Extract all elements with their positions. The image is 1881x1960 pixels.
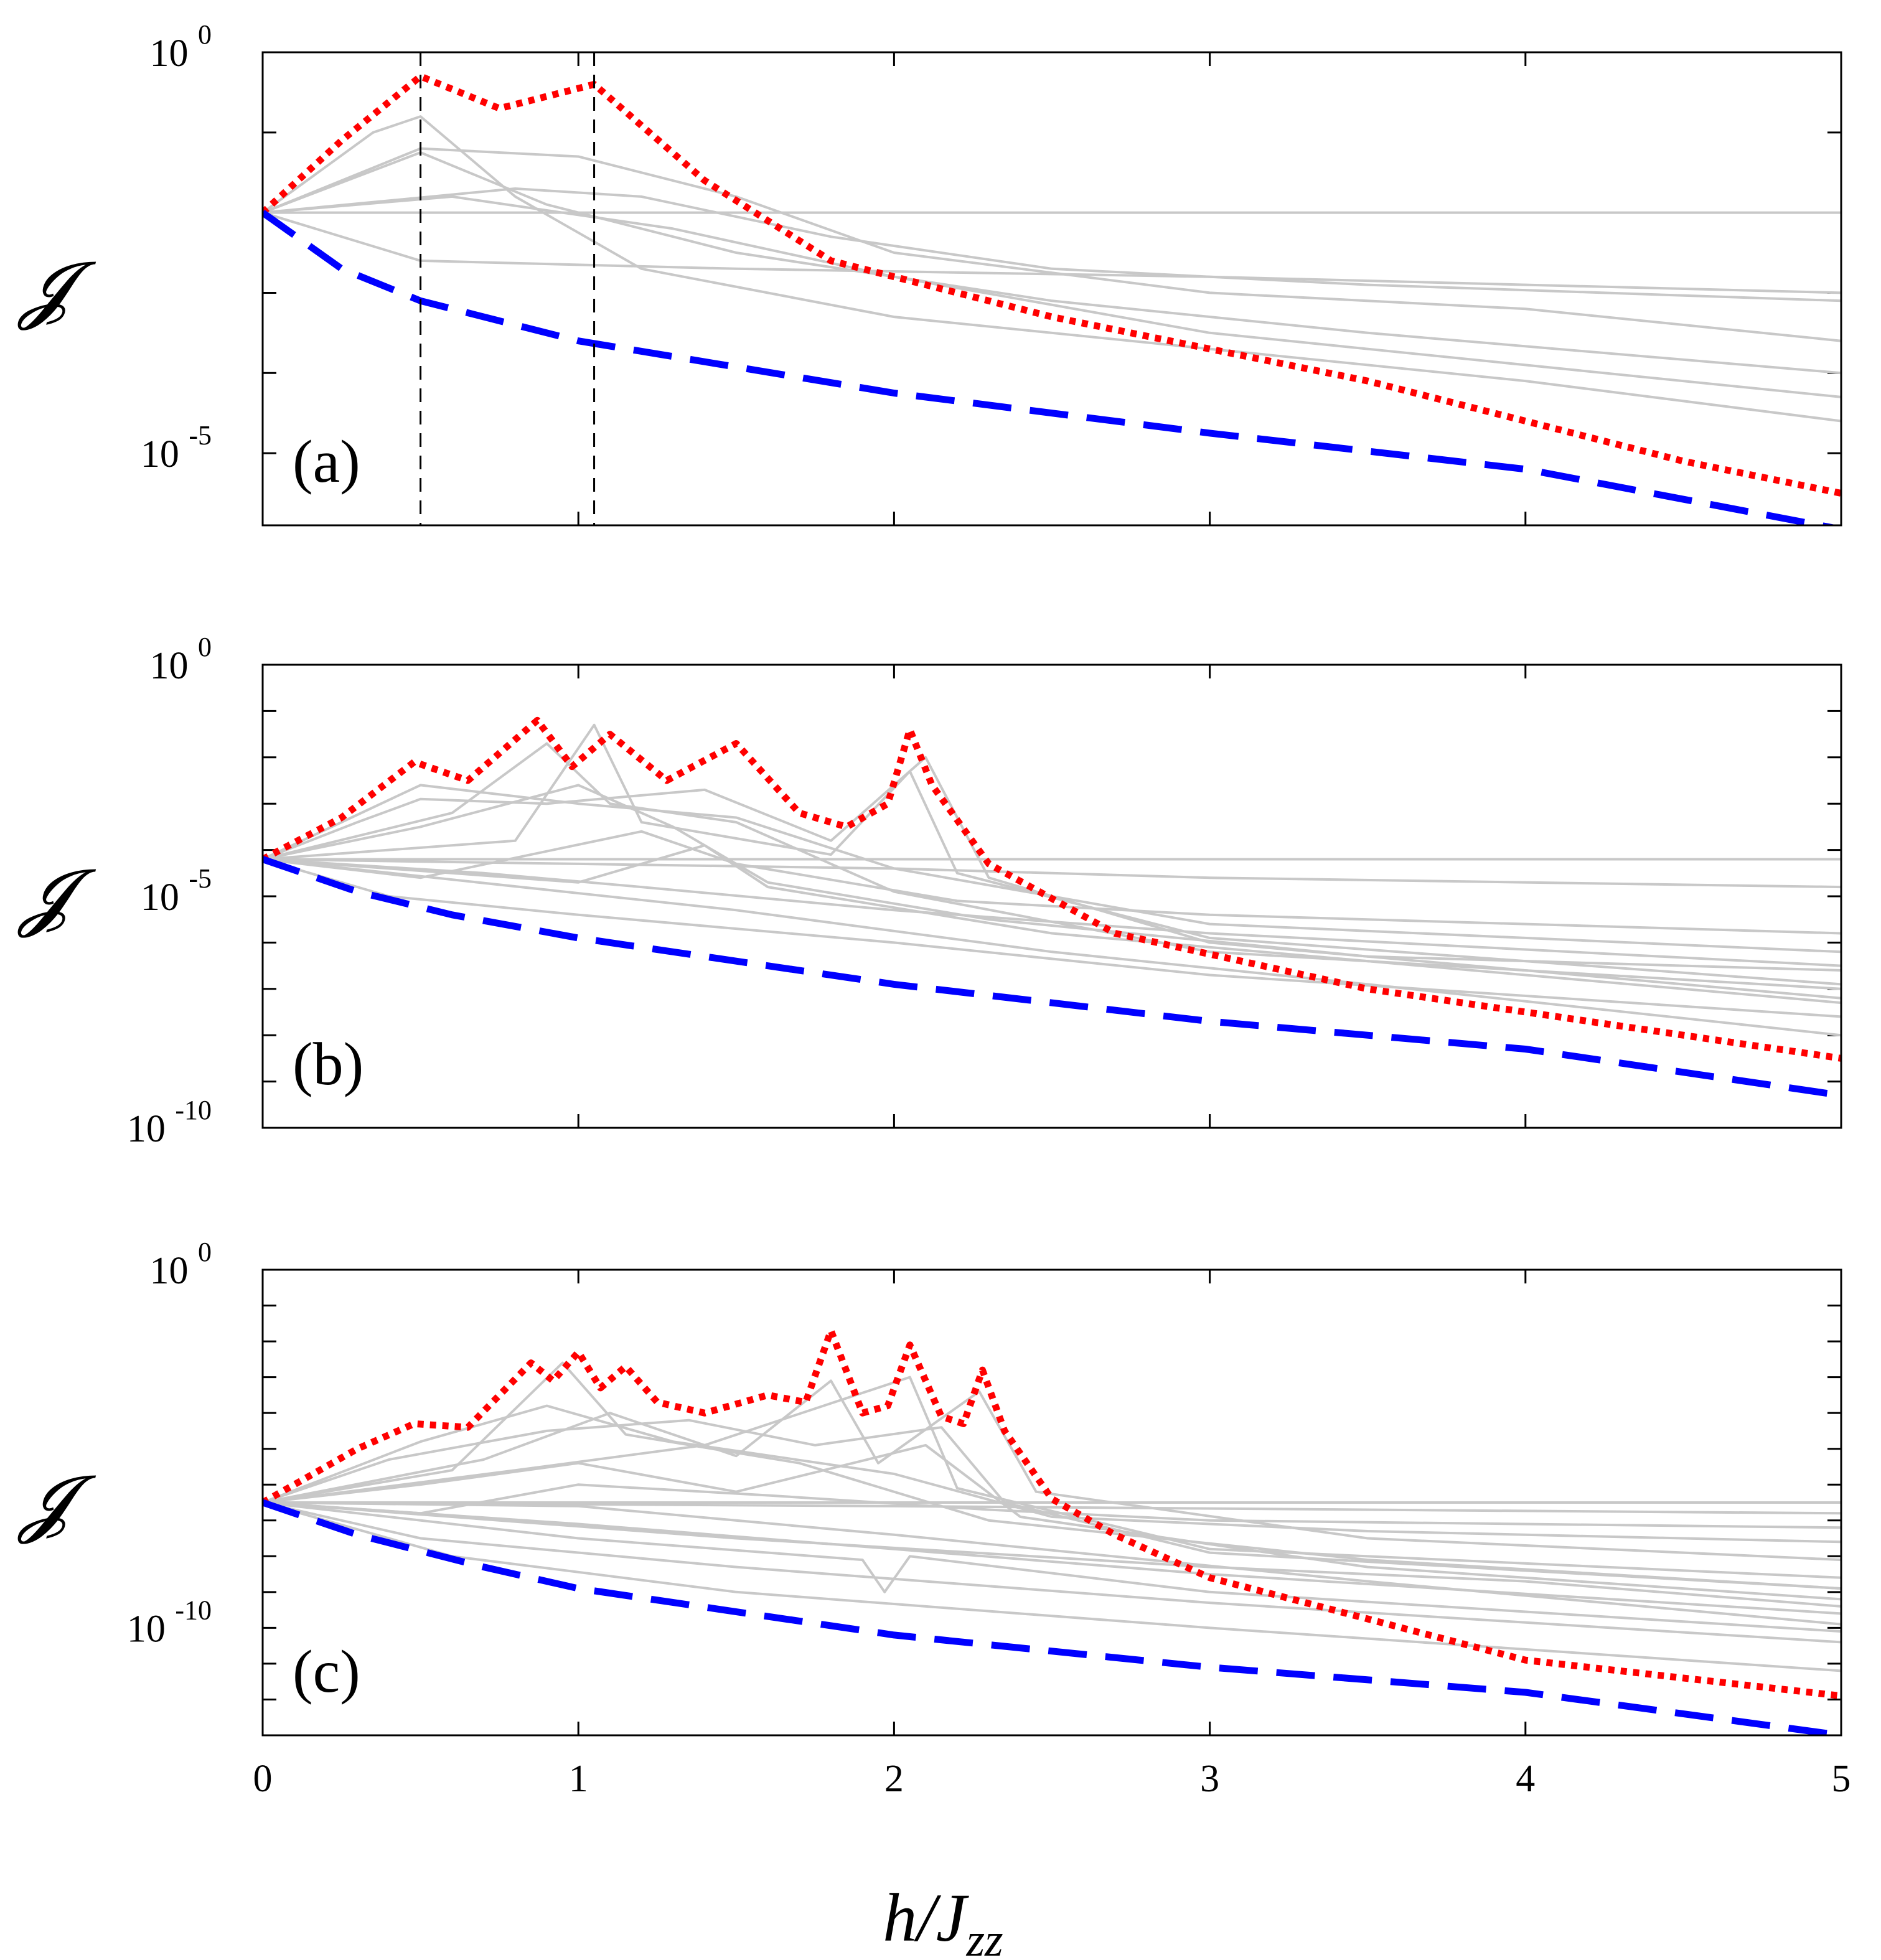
gray-curve bbox=[263, 1483, 1841, 1529]
gray-curve bbox=[263, 830, 1841, 935]
gray-curve bbox=[263, 1379, 1841, 1562]
x-tick-label: 5 bbox=[1832, 1758, 1851, 1800]
y-tick-label-base: 10 bbox=[141, 876, 189, 919]
gray-curve bbox=[263, 858, 1841, 967]
y-tick-label-base: 10 bbox=[141, 433, 189, 476]
gray-curve bbox=[263, 211, 1841, 294]
y-tick-label-base: 10 bbox=[127, 1108, 176, 1150]
axes-box bbox=[261, 663, 1842, 1129]
gray-curve bbox=[263, 1418, 1841, 1590]
gray-curve bbox=[263, 147, 1841, 342]
gray-curve bbox=[263, 1501, 1841, 1672]
x-tick-label: 2 bbox=[884, 1758, 904, 1800]
y-tick-label-exponent: -10 bbox=[175, 1595, 212, 1625]
y-tick-label: 10 0 bbox=[150, 632, 212, 687]
y-tick-label: 10 -10 bbox=[127, 1095, 212, 1150]
gray-curve bbox=[263, 858, 1841, 1037]
panel-a: 10 010 -5𝓙(a) bbox=[17, 19, 1842, 527]
x-axis-label: h/Jzz bbox=[883, 1880, 1003, 1960]
gray-curve bbox=[263, 858, 1841, 1018]
plot-area bbox=[263, 1327, 1841, 1735]
y-tick-label-base: 10 bbox=[150, 1250, 199, 1292]
y-tick-label-exponent: 0 bbox=[198, 1237, 212, 1267]
y-tick-label-base: 10 bbox=[150, 32, 199, 75]
gray-curve bbox=[263, 1501, 1841, 1633]
gray-curve bbox=[263, 187, 1841, 302]
y-tick-label: 10 -5 bbox=[141, 420, 212, 476]
y-tick-label: 10 0 bbox=[150, 19, 212, 75]
panel-label: (c) bbox=[293, 1638, 360, 1705]
x-tick-label: 1 bbox=[569, 1758, 588, 1800]
gray-curve bbox=[263, 1501, 1841, 1626]
panel-label: (b) bbox=[293, 1031, 364, 1098]
panel-label: (a) bbox=[293, 428, 360, 495]
axes-box bbox=[261, 51, 1842, 527]
plot-area bbox=[263, 716, 1841, 1099]
red-dotted-curve bbox=[263, 73, 1841, 497]
x-axis-label-main: h/J bbox=[883, 1880, 970, 1956]
y-tick-label-base: 10 bbox=[127, 1608, 176, 1650]
y-tick-label-exponent: -5 bbox=[189, 420, 212, 451]
gray-curve bbox=[263, 115, 1841, 423]
y-tick-label-exponent: -10 bbox=[175, 1095, 212, 1125]
gray-curve bbox=[263, 1404, 1841, 1544]
x-tick-label: 3 bbox=[1200, 1758, 1219, 1800]
gray-curve bbox=[263, 844, 1841, 1005]
axes-box bbox=[261, 1268, 1842, 1737]
gray-curve bbox=[263, 723, 1841, 986]
x-axis-label-subscript: zz bbox=[966, 1914, 1003, 1960]
x-tick-label: 4 bbox=[1516, 1758, 1535, 1800]
plot-area bbox=[263, 52, 1841, 525]
y-tick-label: 10 -5 bbox=[141, 863, 212, 919]
y-tick-label-exponent: -5 bbox=[189, 863, 212, 894]
blue-dashed-curve bbox=[263, 856, 1841, 1099]
y-tick-label-base: 10 bbox=[150, 645, 199, 687]
y-tick-label-exponent: 0 bbox=[198, 19, 212, 50]
gray-curve bbox=[263, 1501, 1841, 1644]
blue-dashed-curve bbox=[263, 1499, 1841, 1735]
gray-curve bbox=[263, 1376, 1841, 1579]
gray-curve bbox=[263, 756, 1841, 1000]
gray-curve bbox=[263, 784, 1841, 954]
x-tick-label: 0 bbox=[253, 1758, 273, 1800]
y-tick-label: 10 0 bbox=[150, 1237, 212, 1292]
red-dotted-curve bbox=[263, 716, 1841, 1062]
y-tick-label-exponent: 0 bbox=[198, 632, 212, 662]
y-tick-label: 10 -10 bbox=[127, 1595, 212, 1650]
